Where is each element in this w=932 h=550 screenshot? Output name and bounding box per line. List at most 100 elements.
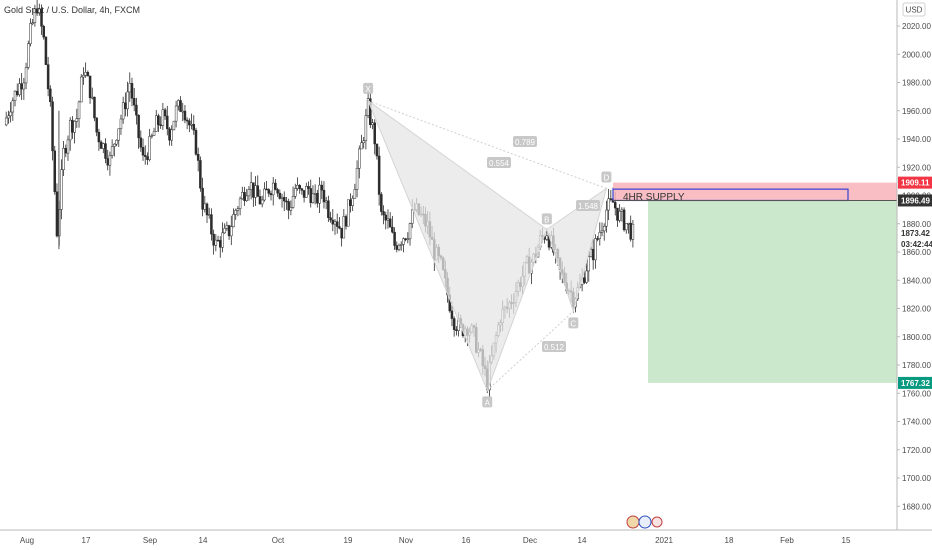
candle-body — [395, 245, 399, 250]
price-tag: 1873.42 — [901, 229, 930, 238]
y-tick-label: 2020.00 — [902, 22, 931, 31]
pattern-point-x: X — [365, 85, 371, 94]
time-axis[interactable]: Aug 17 Sep 14 Oct 19 Nov 16 Dec 14 2021 18 Feb 15 — [0, 529, 932, 545]
candle-body — [377, 155, 381, 195]
candle-body — [613, 202, 617, 209]
candle-body — [245, 195, 248, 201]
candle-body — [256, 185, 260, 197]
candle-body — [274, 182, 277, 190]
pattern-xab-triangle[interactable] — [366, 99, 548, 392]
pattern-point-badge[interactable] — [482, 396, 493, 408]
candle-body — [230, 226, 233, 237]
candle-body — [302, 190, 306, 198]
candle-body — [115, 139, 118, 145]
candle-body — [627, 222, 630, 225]
candle-body — [294, 188, 297, 197]
candle-body — [210, 214, 213, 235]
candle-body — [340, 227, 343, 239]
candle-body — [455, 329, 458, 331]
pattern-ac-line — [486, 310, 574, 391]
candle-body — [369, 98, 372, 125]
pattern-point-badge[interactable] — [601, 171, 612, 183]
candle-body — [102, 143, 105, 149]
flag-icon[interactable] — [626, 515, 663, 529]
candle-body — [128, 83, 132, 93]
candle-body — [185, 119, 189, 122]
candle-body — [225, 225, 229, 229]
ratio-badge[interactable] — [513, 136, 537, 147]
y-tick-label: 1700.00 — [902, 474, 931, 483]
pattern-point-badge[interactable] — [568, 317, 579, 329]
y-tick-label: 1920.00 — [902, 163, 931, 172]
candle-body — [404, 238, 407, 240]
plot-area — [4, 0, 635, 401]
candle-body — [150, 135, 154, 137]
candle-body — [214, 239, 218, 246]
y-tick-label: 1780.00 — [902, 361, 931, 370]
candle-body — [7, 115, 10, 119]
ratio-badge[interactable] — [576, 200, 600, 211]
candle-body — [625, 223, 628, 231]
candle-body — [243, 192, 246, 201]
candle-body — [73, 121, 76, 133]
candle-body — [236, 208, 240, 211]
candle-body — [4, 117, 8, 126]
x-tick-label: 17 — [82, 536, 91, 545]
candle-body — [205, 203, 209, 216]
candle-body — [170, 129, 173, 141]
candle-body — [51, 101, 54, 152]
candle-body — [234, 210, 237, 215]
y-tick-label: 1760.00 — [902, 389, 931, 398]
candle-body — [375, 143, 379, 157]
candle-body — [22, 82, 26, 90]
candle-body — [271, 182, 275, 196]
candle-body — [199, 160, 202, 189]
candle-body — [252, 182, 255, 198]
candle-body — [351, 198, 354, 206]
candle-body — [86, 72, 90, 77]
y-tick-label: 1940.00 — [902, 135, 931, 144]
candle-body — [75, 118, 79, 122]
candle-body — [223, 228, 226, 234]
take-profit-zone[interactable] — [648, 200, 897, 383]
price-tags: 1909.11 1896.49 1873.42 03:42:44 1767.32 — [898, 176, 932, 389]
candle-body — [342, 216, 346, 239]
candle-body — [44, 36, 48, 65]
candle-body — [126, 91, 129, 110]
fib-ratio-label: 1.548 — [578, 202, 599, 211]
pattern-point-badge[interactable] — [541, 213, 552, 225]
ratio-badge[interactable] — [487, 157, 511, 168]
price-tag: 1909.11 — [901, 179, 930, 188]
candle-body — [219, 240, 222, 248]
candle-body — [598, 232, 602, 239]
candle-body — [155, 115, 158, 132]
candle-body — [358, 148, 361, 169]
stop-loss-zone[interactable] — [613, 182, 897, 201]
pattern-point-badge[interactable] — [363, 82, 374, 94]
candle-body — [631, 223, 635, 240]
price-axis[interactable]: 2020.00 2000.00 1980.00 1960.00 1940.00 1920.… — [896, 0, 931, 530]
ratio-badge[interactable] — [542, 341, 566, 352]
fib-ratio-label: 0.789 — [515, 138, 536, 147]
candle-body — [291, 196, 295, 208]
candle-body — [20, 83, 23, 90]
candle-body — [194, 129, 198, 155]
candle-body — [276, 189, 279, 194]
symbol-title[interactable]: Gold Spot / U.S. Dollar, 4h, FXCM — [4, 5, 140, 15]
candle-body — [388, 218, 392, 228]
candle-body — [119, 118, 123, 130]
x-tick-label: 16 — [462, 536, 471, 545]
candle-body — [84, 72, 87, 76]
y-tick-label: 1800.00 — [902, 333, 931, 342]
candle-body — [349, 199, 352, 206]
candle-body — [174, 105, 178, 122]
y-tick-label: 1860.00 — [902, 248, 931, 257]
currency-button[interactable]: USD — [902, 2, 926, 17]
candle-body — [620, 209, 624, 212]
pattern-point-d: D — [604, 173, 610, 182]
candle-body — [382, 211, 385, 216]
candle-body — [313, 193, 317, 195]
candle-body — [227, 225, 231, 237]
x-tick-label: Aug — [20, 536, 34, 545]
